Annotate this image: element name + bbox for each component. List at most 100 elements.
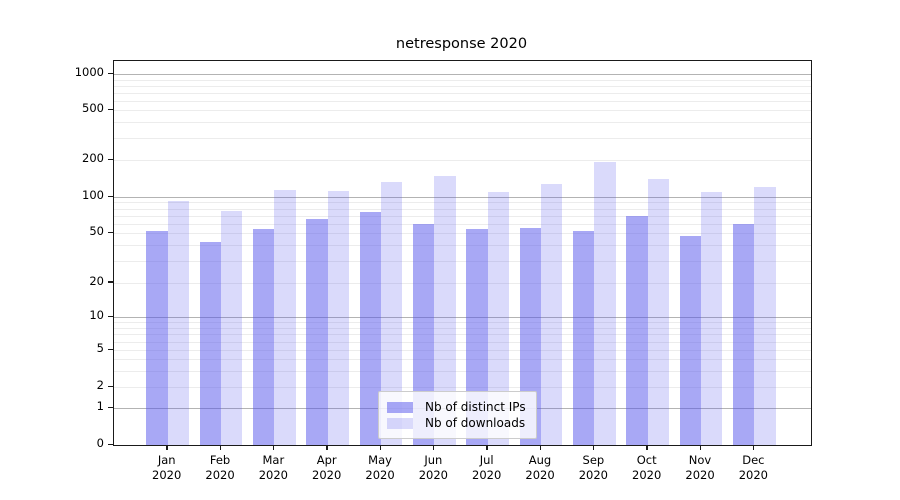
x-tick-month: Feb (209, 453, 231, 467)
chart-title: netresponse 2020 (395, 36, 528, 52)
grid-minor-line (114, 79, 811, 81)
y-tick-mark (108, 348, 113, 351)
x-tick-mark (219, 445, 221, 450)
x-tick-year: 2020 (685, 468, 715, 482)
y-tick-label: 5 (96, 341, 104, 356)
grid-minor-line (114, 322, 811, 324)
grid-minor-line (114, 359, 811, 361)
x-tick-year: 2020 (312, 468, 342, 482)
x-tick-mark (272, 445, 275, 450)
y-tick-label: 10 (89, 308, 104, 322)
y-tick-mark (108, 443, 113, 445)
x-tick-label-jun: Jun 2020 (403, 453, 463, 483)
grid-minor-line (114, 160, 811, 162)
grid-minor-line (114, 334, 811, 336)
x-tick-mark (486, 445, 488, 450)
y-tick-label: 200 (82, 151, 104, 166)
x-tick-year: 2020 (472, 468, 502, 482)
legend-item-distinct-ips: Nb of distinct IPs (387, 400, 526, 414)
y-tick-mark (108, 72, 113, 74)
grid-minor-line (114, 138, 811, 140)
grid-minor-line (114, 245, 811, 247)
legend-swatch-downloads (387, 417, 413, 429)
x-tick-label-feb: Feb 2020 (190, 453, 250, 483)
y-tick-label: 20 (89, 273, 104, 288)
legend-label-downloads: Nb of downloads (425, 416, 526, 430)
bar-distinct-ips-feb (199, 242, 222, 445)
bar-downloads-jan (167, 201, 190, 445)
x-tick-month: Sep (582, 453, 605, 467)
x-tick-label-sep: Sep 2020 (563, 453, 623, 483)
y-tick-mark (108, 315, 113, 317)
grid-minor-line (114, 233, 811, 234)
grid-minor-line (114, 350, 811, 352)
bar-downloads-may (381, 182, 403, 445)
x-tick-label-dec: Dec 2020 (723, 453, 783, 483)
x-tick-mark (326, 445, 328, 450)
bar-downloads-sep (594, 161, 616, 445)
x-tick-mark (646, 445, 648, 450)
x-tick-label-may: May 2020 (350, 453, 410, 483)
y-tick-mark (108, 406, 113, 409)
x-tick-year: 2020 (152, 468, 182, 482)
bar-downloads-feb (221, 210, 243, 445)
x-tick-year: 2020 (738, 468, 768, 482)
bar-distinct-ips-dec (732, 223, 755, 445)
x-tick-month: Oct (636, 453, 657, 467)
bar-distinct-ips-may (359, 211, 382, 445)
bar-distinct-ips-apr (306, 218, 328, 445)
grid-minor-line (114, 215, 811, 217)
x-tick-year: 2020 (632, 468, 662, 482)
x-tick-month: Jul (479, 453, 494, 467)
bar-distinct-ips-jan (146, 230, 168, 445)
bar-distinct-ips-nov (679, 236, 702, 445)
bar-distinct-ips-oct (626, 215, 648, 445)
x-tick-month: Apr (316, 453, 337, 467)
x-tick-year: 2020 (205, 468, 235, 482)
x-tick-month: Mar (262, 453, 285, 467)
bar-distinct-ips-aug (519, 228, 542, 445)
y-tick-mark (108, 385, 113, 387)
y-tick-label: 1 (96, 399, 104, 414)
y-tick-label: 100 (82, 188, 104, 202)
x-tick-label-oct: Oct 2020 (617, 453, 677, 483)
grid-minor-line (114, 260, 811, 262)
grid-minor-line (114, 122, 811, 124)
grid-major-line (114, 74, 811, 75)
bar-downloads-jul (487, 192, 510, 445)
x-tick-mark (166, 445, 168, 450)
legend-label-distinct-ips: Nb of distinct IPs (425, 400, 526, 414)
grid-major-line (114, 317, 811, 318)
grid-minor-line (114, 110, 811, 112)
bar-distinct-ips-sep (572, 230, 595, 445)
grid-minor-line (114, 282, 811, 284)
bar-downloads-nov (701, 192, 723, 445)
y-tick-mark (108, 158, 113, 161)
x-tick-label-mar: Mar 2020 (243, 453, 303, 483)
grid-minor-line (114, 202, 811, 204)
grid-minor-line (114, 327, 811, 329)
x-tick-label-nov: Nov 2020 (670, 453, 730, 483)
bar-downloads-mar (274, 190, 296, 445)
x-tick-month: Dec (742, 453, 765, 467)
x-tick-mark (592, 445, 595, 450)
x-tick-label-aug: Aug 2020 (510, 453, 570, 483)
bar-downloads-jun (434, 175, 456, 445)
x-tick-year: 2020 (578, 468, 608, 482)
bar-downloads-oct (647, 179, 670, 445)
x-tick-year: 2020 (525, 468, 555, 482)
x-tick-month: May (368, 453, 392, 467)
x-tick-mark (699, 445, 701, 450)
y-tick-label: 0 (96, 436, 104, 450)
y-tick-label: 1000 (74, 65, 104, 79)
y-tick-label: 2 (96, 378, 104, 392)
grid-minor-line (114, 223, 811, 225)
y-tick-mark (108, 195, 113, 197)
bar-distinct-ips-mar (252, 229, 275, 445)
grid-minor-line (114, 208, 811, 210)
y-tick-label: 50 (89, 224, 104, 238)
x-tick-month: Jan (157, 453, 176, 467)
bar-distinct-ips-jul (466, 229, 488, 445)
x-tick-label-apr: Apr 2020 (297, 453, 357, 483)
